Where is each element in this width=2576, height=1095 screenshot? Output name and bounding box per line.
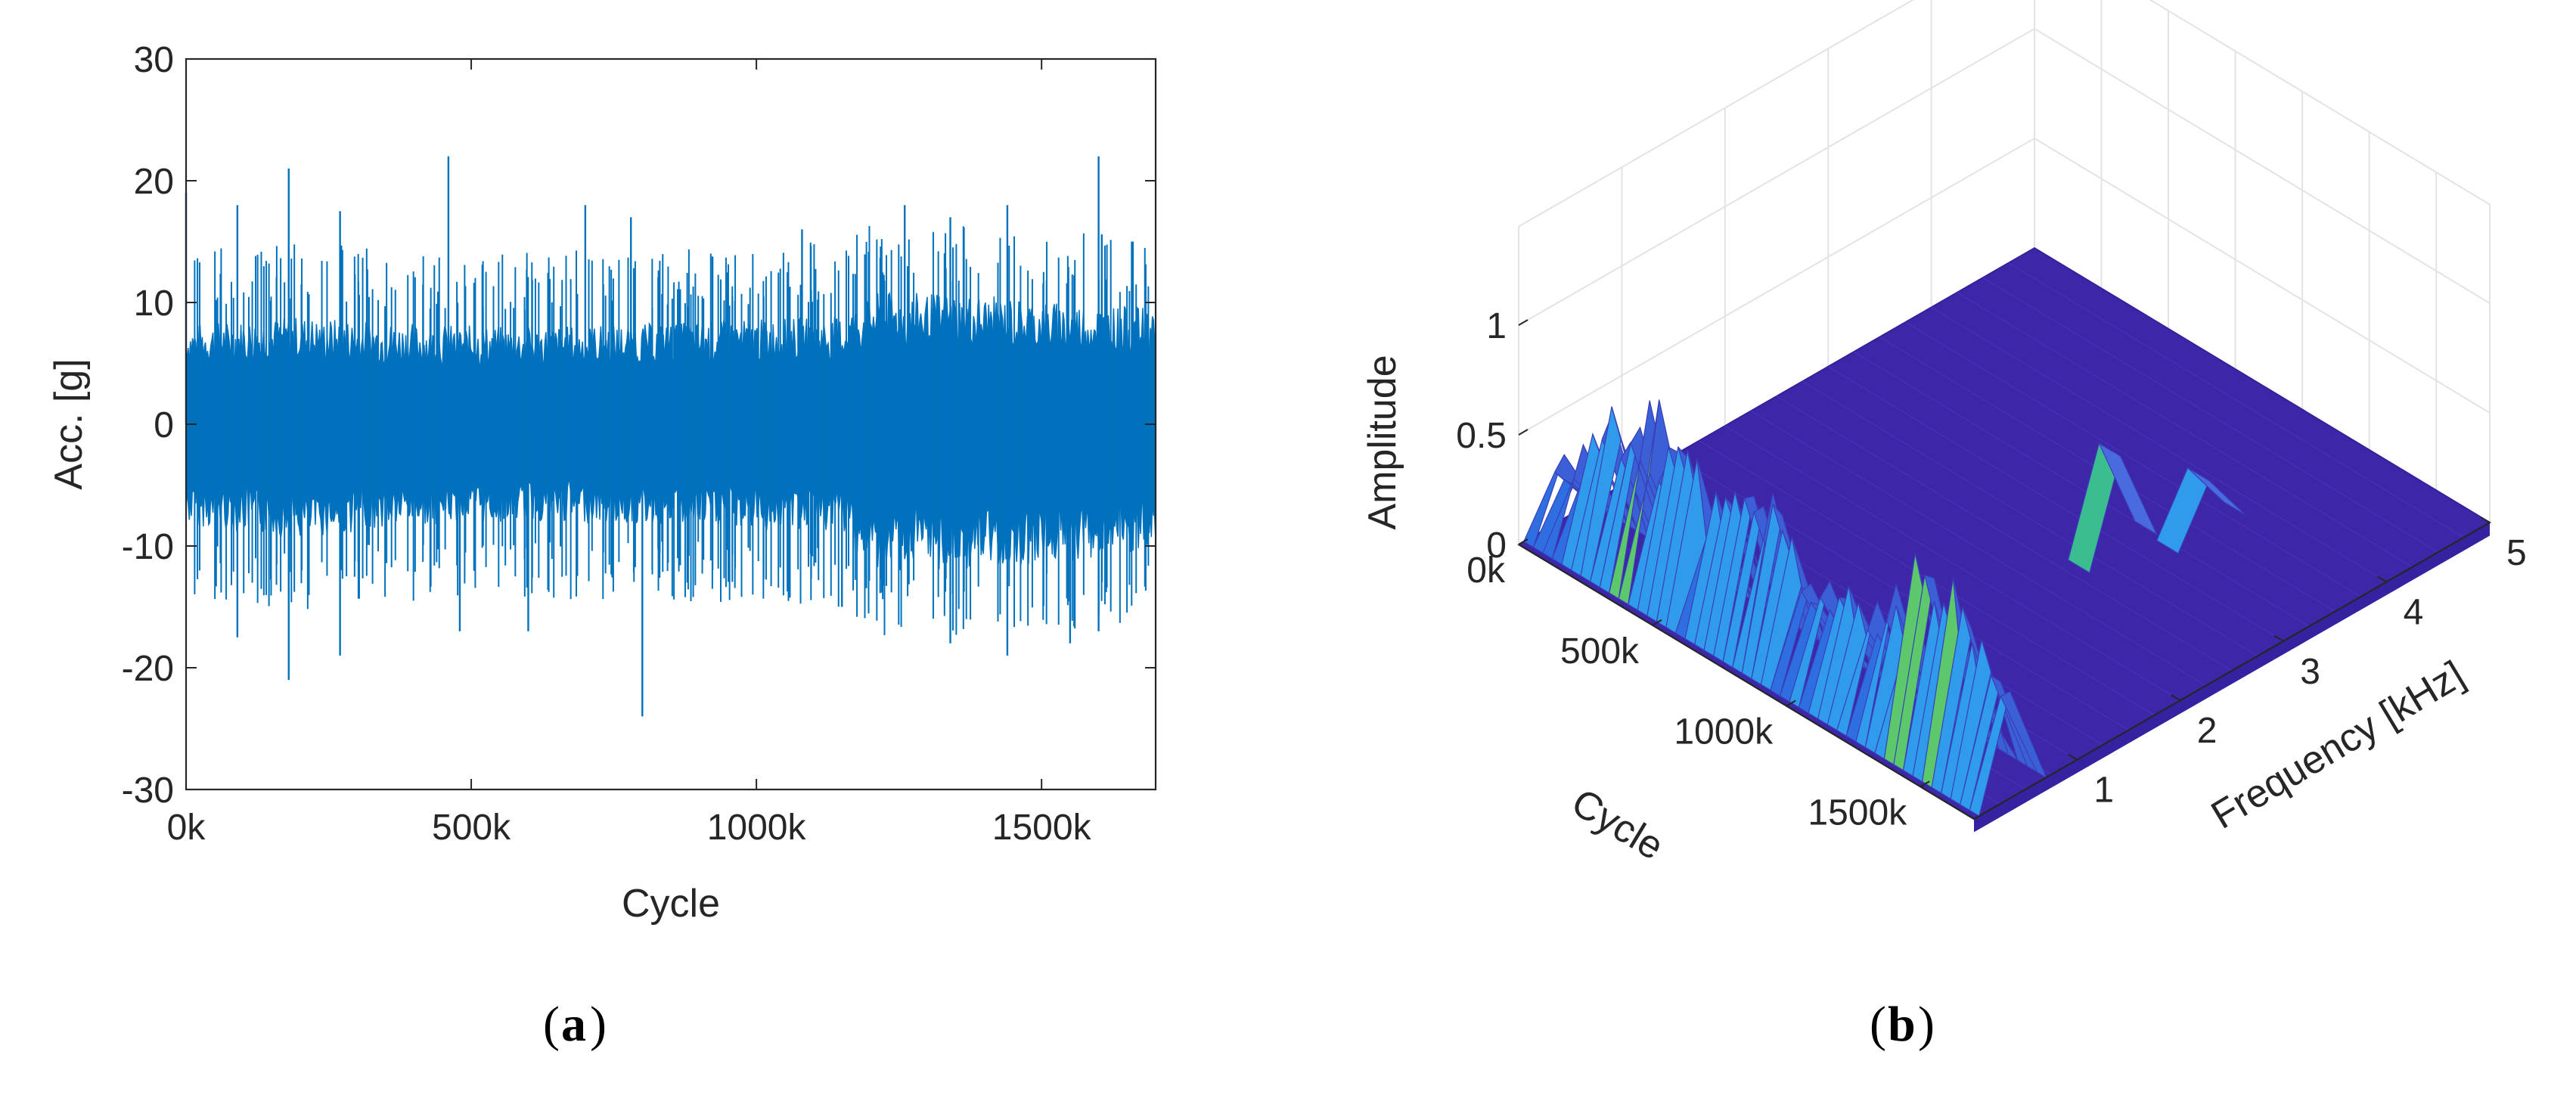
z-tick-label: 0.5 bbox=[1456, 416, 1507, 456]
z-axis-ticks-b: 00.51 bbox=[1456, 226, 1529, 566]
cycle-tick-label: 1000k bbox=[1674, 712, 1774, 752]
frequency-tick-label: 5 bbox=[2506, 533, 2527, 573]
y-axis-ticks-a: 30 20 10 0 -10 -20 -30 bbox=[122, 40, 1156, 811]
frequency-tick-mark bbox=[2273, 634, 2284, 642]
z-tick-label: 0 bbox=[1486, 526, 1507, 566]
x-axis-label-a: Cycle bbox=[622, 882, 720, 926]
cycle-tick-mark bbox=[1786, 699, 1796, 707]
cycle-axis-label-b: Cycle bbox=[1564, 780, 1671, 869]
frequency-tick-label: 3 bbox=[2300, 652, 2320, 692]
surface-stripe bbox=[1982, 277, 2439, 553]
y-tick-label: -20 bbox=[122, 649, 174, 689]
cycle-axis-ticks-b: 0k 500k 1000k 1500k bbox=[1466, 538, 1975, 833]
surface-stripe bbox=[1724, 425, 2181, 701]
z-tick-mark bbox=[1518, 319, 1529, 326]
surface-stripe bbox=[1905, 321, 2361, 597]
frequency-tick-mark bbox=[2067, 753, 2078, 761]
caption-b-letter: b bbox=[1888, 997, 1916, 1052]
surface-stripe bbox=[1776, 396, 2233, 672]
z-axis-label-b: Amplitude bbox=[1361, 355, 1404, 529]
svg-text:(: ( bbox=[1870, 997, 1886, 1052]
y-tick-label: -10 bbox=[122, 527, 174, 567]
x-axis-ticks-a: 0k 500k 1000k 1500k bbox=[167, 59, 1092, 848]
frequency-axis-ticks-b: 1 2 3 4 5 bbox=[1973, 516, 2527, 820]
surface-stripe bbox=[1802, 380, 2258, 657]
caption-a: ( a ) bbox=[543, 997, 607, 1052]
frequency-tick-mark bbox=[2377, 575, 2388, 583]
surface-stripe bbox=[1931, 306, 2387, 583]
svg-text:): ) bbox=[590, 997, 607, 1052]
y-tick-label: 0 bbox=[154, 405, 174, 445]
frequency-tick-mark bbox=[2171, 694, 2181, 702]
svg-text:): ) bbox=[1918, 997, 1935, 1052]
acceleration-signal-series bbox=[185, 156, 1156, 717]
frequency-axis-line bbox=[1973, 522, 2491, 820]
x-tick-label: 0k bbox=[167, 808, 206, 848]
grid-line bbox=[1518, 137, 2491, 436]
grid-line bbox=[1518, 27, 2491, 326]
cycle-tick-mark bbox=[1920, 780, 1930, 788]
z-tick-mark bbox=[1518, 429, 1529, 436]
x-tick-label: 1000k bbox=[707, 808, 807, 848]
frequency-tick-label: 1 bbox=[2093, 771, 2114, 811]
frequency-axis-label-b: Frequency [kHz] bbox=[2204, 653, 2472, 838]
mid-peak-side bbox=[2098, 442, 2158, 536]
svg-text:(: ( bbox=[543, 997, 560, 1052]
cycle-tick-label: 1500k bbox=[1808, 793, 1907, 833]
surface-stripe bbox=[1750, 410, 2207, 687]
cycle-tick-mark bbox=[1518, 538, 1529, 545]
cycle-tick-mark bbox=[1652, 619, 1662, 626]
cycle-tick-label: 0k bbox=[1466, 551, 1506, 591]
y-axis-label-a: Acc. [g] bbox=[47, 358, 91, 489]
caption-a-letter: a bbox=[561, 997, 586, 1052]
frequency-tick-label: 4 bbox=[2404, 592, 2424, 632]
cycle-axis-line bbox=[1518, 544, 1975, 820]
y-tick-label: 10 bbox=[134, 284, 174, 324]
back-panes-grid bbox=[1518, 0, 2491, 546]
y-tick-label: -30 bbox=[122, 771, 174, 811]
surface-stripe bbox=[1853, 351, 2310, 627]
surface-stripe bbox=[2008, 262, 2465, 538]
mid-peak-side bbox=[2187, 467, 2246, 516]
surface-stripe bbox=[1957, 292, 2413, 568]
frequency-tick-mark bbox=[2480, 516, 2491, 523]
z-tick-label: 1 bbox=[1486, 306, 1507, 346]
cycle-tick-label: 500k bbox=[1560, 631, 1640, 672]
caption-b: ( b ) bbox=[1870, 997, 1935, 1052]
x-tick-label: 500k bbox=[432, 808, 511, 848]
frequency-tick-label: 2 bbox=[2197, 711, 2218, 751]
surface-edge bbox=[1974, 523, 2490, 833]
x-tick-label: 1500k bbox=[992, 808, 1092, 848]
surface-stripe bbox=[1827, 366, 2284, 642]
y-tick-label: 30 bbox=[134, 40, 174, 80]
y-tick-label: 20 bbox=[134, 162, 174, 202]
